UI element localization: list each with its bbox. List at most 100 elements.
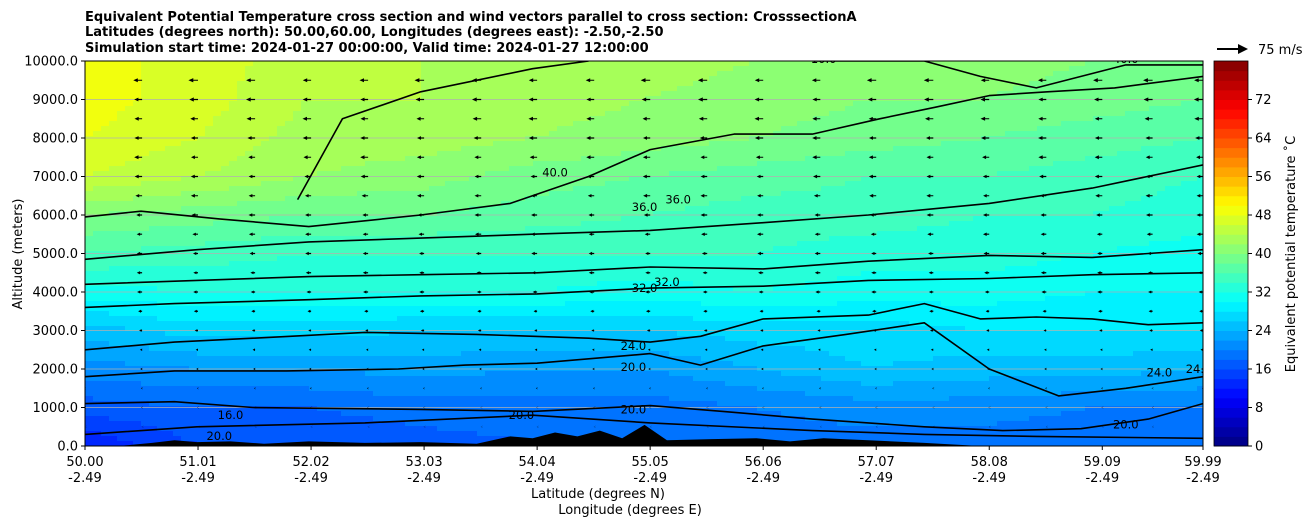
- field-cell: [1045, 186, 1054, 192]
- field-cell: [957, 211, 966, 217]
- field-cell: [877, 196, 886, 202]
- field-cell: [989, 146, 998, 152]
- field-cell: [621, 136, 630, 142]
- field-cell: [645, 66, 654, 72]
- field-cell: [101, 186, 110, 192]
- field-cell: [157, 191, 166, 197]
- field-cell: [701, 161, 710, 167]
- field-cell: [901, 71, 910, 77]
- field-cell: [509, 131, 518, 137]
- field-cell: [365, 181, 374, 187]
- field-cell: [605, 181, 614, 187]
- field-cell: [1069, 141, 1078, 147]
- field-cell: [693, 136, 702, 142]
- field-cell: [197, 126, 206, 132]
- field-cell: [1053, 136, 1062, 142]
- field-cell: [101, 161, 110, 167]
- field-cell: [397, 166, 406, 172]
- field-cell: [493, 221, 502, 227]
- field-cell: [1013, 201, 1022, 207]
- field-cell: [453, 131, 462, 137]
- field-cell: [453, 221, 462, 227]
- field-cell: [821, 196, 830, 202]
- field-cell: [709, 171, 718, 177]
- field-cell: [149, 96, 158, 102]
- field-cell: [501, 131, 510, 137]
- field-cell: [1037, 86, 1046, 92]
- field-cell: [869, 111, 878, 117]
- field-cell: [341, 236, 350, 242]
- field-cell: [269, 191, 278, 197]
- field-cell: [669, 156, 678, 162]
- field-cell: [373, 211, 382, 217]
- field-cell: [117, 71, 126, 77]
- field-cell: [589, 81, 598, 87]
- field-cell: [797, 166, 806, 172]
- field-cell: [821, 141, 830, 147]
- field-cell: [669, 181, 678, 187]
- field-cell: [1077, 86, 1086, 92]
- field-cell: [637, 196, 646, 202]
- field-cell: [245, 141, 254, 147]
- field-cell: [285, 226, 294, 232]
- chart-subtitle-time: Simulation start time: 2024-01-27 00:00:…: [85, 41, 649, 56]
- field-cell: [1053, 146, 1062, 152]
- field-cell: [605, 91, 614, 97]
- field-cell: [1061, 181, 1070, 187]
- field-cell: [405, 221, 414, 227]
- field-cell: [493, 81, 502, 87]
- field-cell: [317, 136, 326, 142]
- field-cell: [381, 171, 390, 177]
- field-cell: [437, 111, 446, 117]
- field-cell: [557, 191, 566, 197]
- field-cell: [933, 91, 942, 97]
- field-cell: [565, 136, 574, 142]
- field-cell: [637, 136, 646, 142]
- field-cell: [1005, 161, 1014, 167]
- field-cell: [149, 166, 158, 172]
- field-cell: [693, 231, 702, 237]
- field-cell: [373, 146, 382, 152]
- field-cell: [413, 166, 422, 172]
- field-cell: [317, 201, 326, 207]
- field-cell: [1141, 111, 1150, 117]
- field-cell: [1173, 221, 1182, 227]
- field-cell: [253, 111, 262, 117]
- field-cell: [925, 111, 934, 117]
- field-cell: [957, 111, 966, 117]
- field-cell: [1005, 221, 1014, 227]
- field-cell: [437, 176, 446, 182]
- field-cell: [613, 236, 622, 242]
- field-cell: [293, 201, 302, 207]
- field-cell: [1125, 111, 1134, 117]
- field-cell: [477, 81, 486, 87]
- field-cell: [117, 61, 126, 67]
- field-cell: [1077, 181, 1086, 187]
- field-cell: [1005, 126, 1014, 132]
- field-cell: [549, 216, 558, 222]
- field-cell: [717, 186, 726, 192]
- field-cell: [1013, 86, 1022, 92]
- field-cell: [85, 96, 94, 102]
- field-cell: [221, 111, 230, 117]
- field-cell: [389, 131, 398, 137]
- field-cell: [765, 236, 774, 242]
- field-cell: [325, 81, 334, 87]
- field-cell: [389, 106, 398, 112]
- field-cell: [605, 221, 614, 227]
- field-cell: [549, 196, 558, 202]
- field-cell: [765, 181, 774, 187]
- field-cell: [1053, 101, 1062, 107]
- field-cell: [901, 136, 910, 142]
- field-cell: [813, 91, 822, 97]
- field-cell: [181, 71, 190, 77]
- field-cell: [661, 106, 670, 112]
- field-cell: [693, 166, 702, 172]
- field-cell: [565, 66, 574, 72]
- field-cell: [725, 131, 734, 137]
- field-cell: [125, 131, 134, 137]
- field-cell: [749, 71, 758, 77]
- field-cell: [1069, 166, 1078, 172]
- field-cell: [1053, 76, 1062, 82]
- field-cell: [565, 71, 574, 77]
